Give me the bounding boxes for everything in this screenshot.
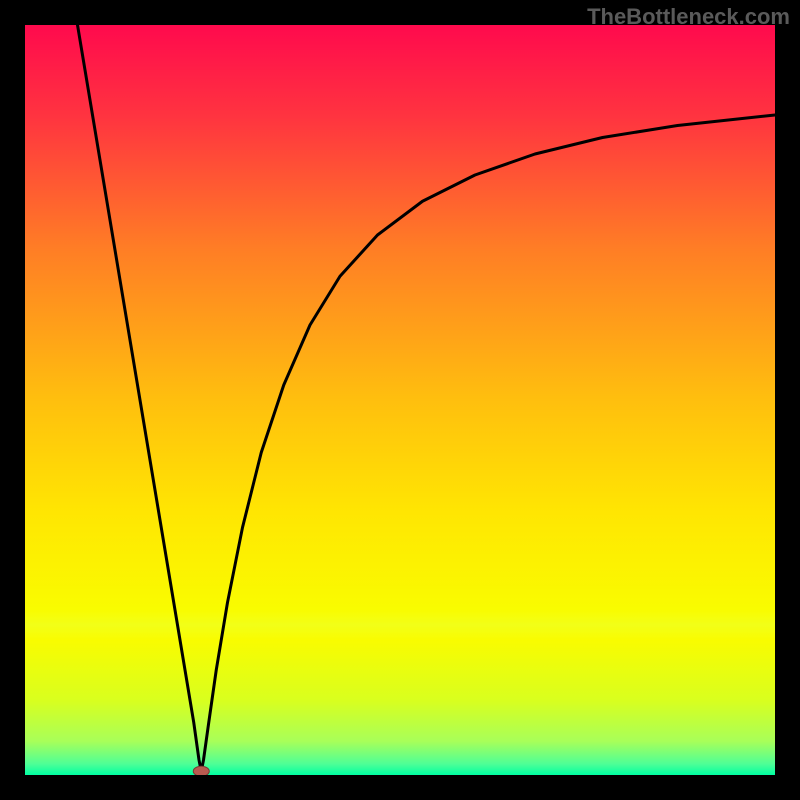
watermark-label: TheBottleneck.com: [587, 4, 790, 30]
chart-frame: TheBottleneck.com: [0, 0, 800, 800]
bottleneck-curve-chart: [0, 0, 800, 800]
curve-marker: [193, 766, 209, 776]
plot-background: [25, 25, 775, 775]
